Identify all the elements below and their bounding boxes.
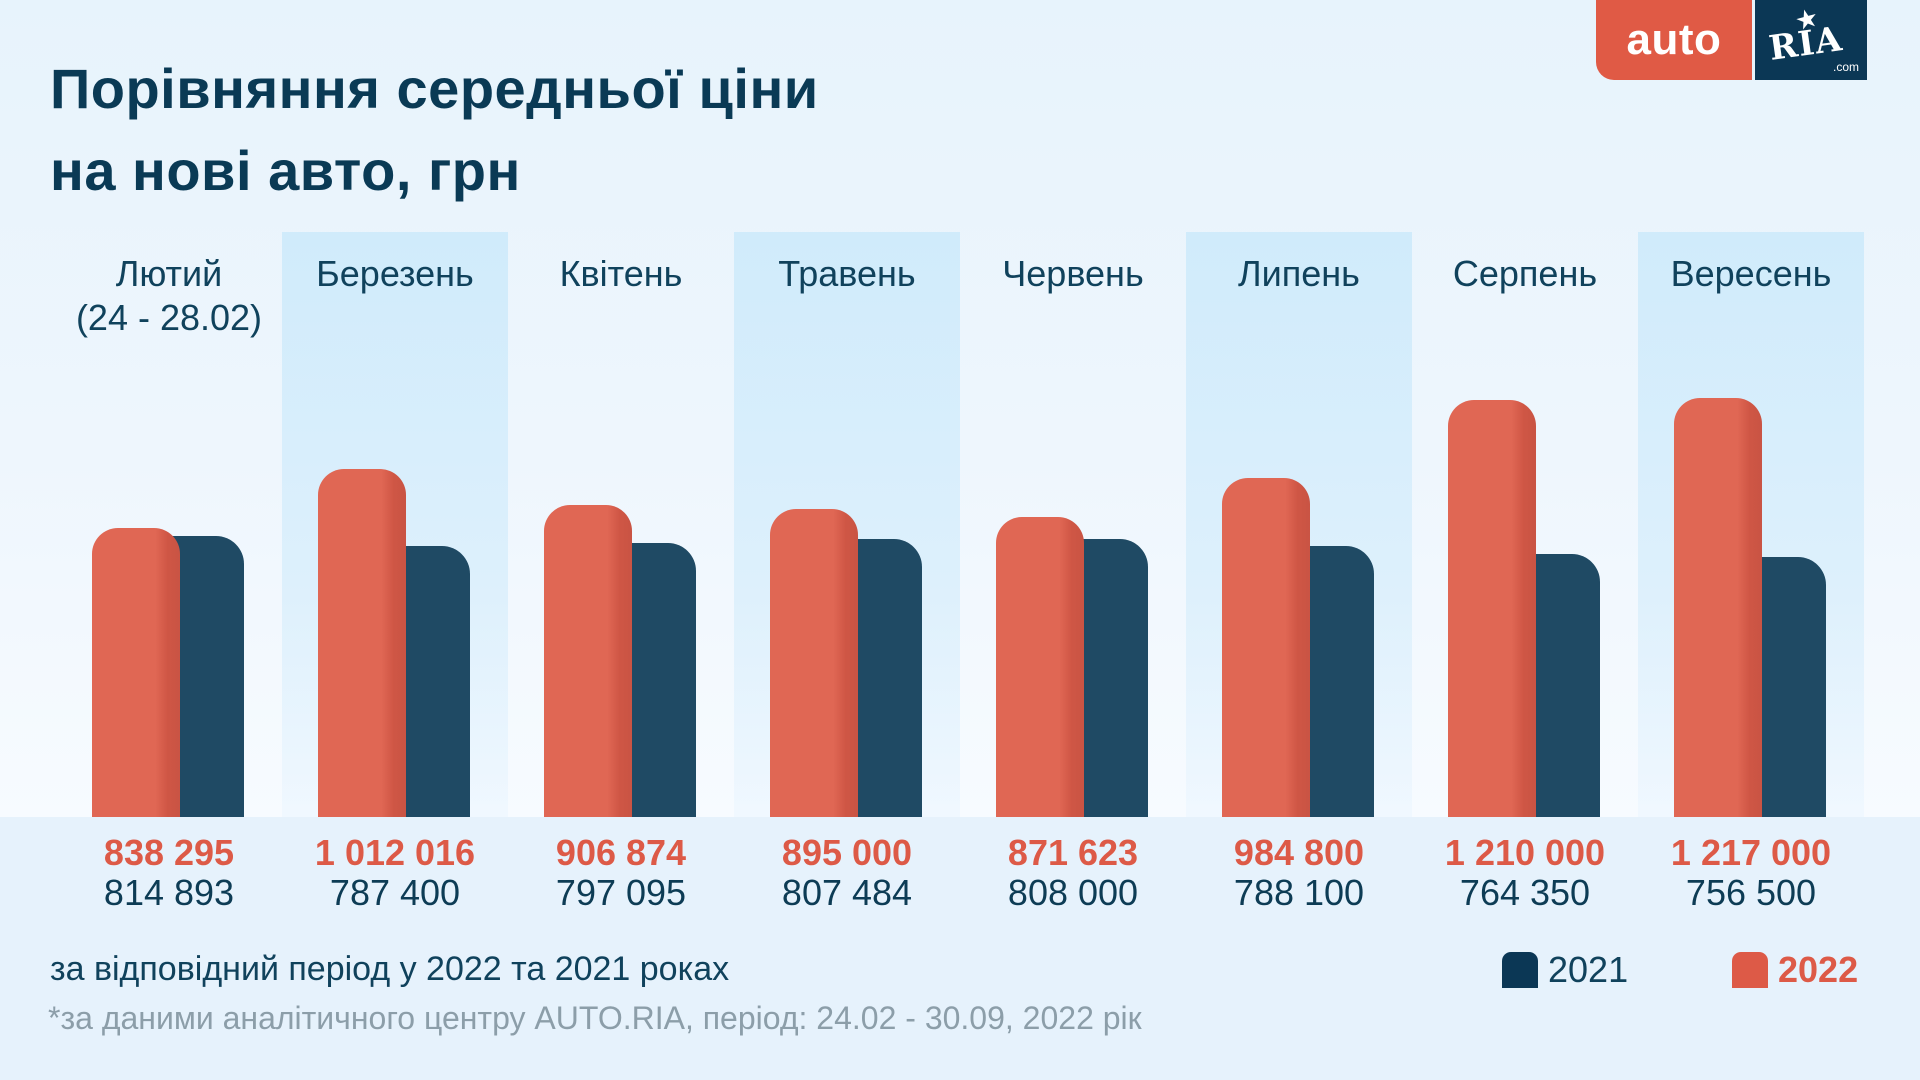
category-label-month: Липень <box>1238 253 1360 294</box>
category-label-month: Вересень <box>1670 253 1832 294</box>
category-label-month: Лютий <box>115 253 223 294</box>
data-label-2021: 808 000 <box>1007 872 1139 913</box>
data-label-2022: 1 217 000 <box>1670 832 1832 873</box>
data-label-2021: 788 100 <box>1233 872 1365 913</box>
chart-title: Порівняння середньої ціни на нові авто, … <box>50 48 819 212</box>
legend-label-2021: 2021 <box>1548 949 1629 990</box>
category-label-month: Квітень <box>559 253 683 294</box>
data-label-2022: 895 000 <box>781 832 913 873</box>
category-label-month: Червень <box>1002 253 1144 294</box>
legend-label-2022: 2022 <box>1778 949 1859 990</box>
legend-item-2022: 2022 <box>1732 952 1858 988</box>
data-label-2022: 871 623 <box>1007 832 1139 873</box>
bar-2022[interactable] <box>996 516 1084 817</box>
data-label-2021: 814 893 <box>103 872 235 913</box>
category-label-month: Травень <box>778 253 916 294</box>
legend-item-2021: 2021 <box>1502 952 1628 988</box>
category-label: Квітень <box>508 252 734 296</box>
chart-title-line2: на нові авто, грн <box>50 139 521 202</box>
data-label-2021: 764 350 <box>1459 872 1591 913</box>
logo-com-text: .com <box>1832 60 1859 74</box>
data-label-2021: 807 484 <box>781 872 913 913</box>
category-label: Лютий (24 - 28.02) <box>56 252 282 340</box>
bar-2022[interactable] <box>318 468 406 817</box>
category-label: Травень <box>734 252 960 296</box>
logo-auto-text: auto <box>1596 0 1752 80</box>
legend-swatch-2022 <box>1732 952 1768 988</box>
bar-2022[interactable] <box>544 504 632 817</box>
data-label-2021: 797 095 <box>555 872 687 913</box>
autoria-logo[interactable]: auto ★ RIA .com <box>1596 0 1867 80</box>
category-label: Червень <box>960 252 1186 296</box>
bar-2022[interactable] <box>92 528 180 817</box>
data-label-2022: 1 210 000 <box>1444 832 1606 873</box>
category-label: Липень <box>1186 252 1412 296</box>
category-label-month: Березень <box>316 253 474 294</box>
bar-2022[interactable] <box>1222 477 1310 817</box>
data-label-2021: 756 500 <box>1685 872 1817 913</box>
chart-subtitle: за відповідний період у 2022 та 2021 рок… <box>50 950 730 988</box>
category-label-month: Серпень <box>1452 253 1598 294</box>
source-note: *за даними аналітичного центру AUTO.RIA,… <box>48 1000 1142 1036</box>
category-label: Березень <box>282 252 508 296</box>
category-label: Серпень <box>1412 252 1638 296</box>
logo-ria-block: ★ RIA .com <box>1755 0 1867 80</box>
bar-2022[interactable] <box>770 508 858 817</box>
chart-title-line1: Порівняння середньої ціни <box>50 57 819 120</box>
data-label-2022: 984 800 <box>1233 832 1365 873</box>
data-label-2022: 838 295 <box>103 832 235 873</box>
legend-swatch-2021 <box>1502 952 1538 988</box>
data-label-2022: 1 012 016 <box>314 832 476 873</box>
data-label-2022: 906 874 <box>555 832 687 873</box>
data-label-2021: 787 400 <box>329 872 461 913</box>
category-label-period: (24 - 28.02) <box>75 297 263 338</box>
bar-2022[interactable] <box>1674 398 1762 817</box>
category-label: Вересень <box>1638 252 1864 296</box>
bar-2022[interactable] <box>1448 400 1536 817</box>
